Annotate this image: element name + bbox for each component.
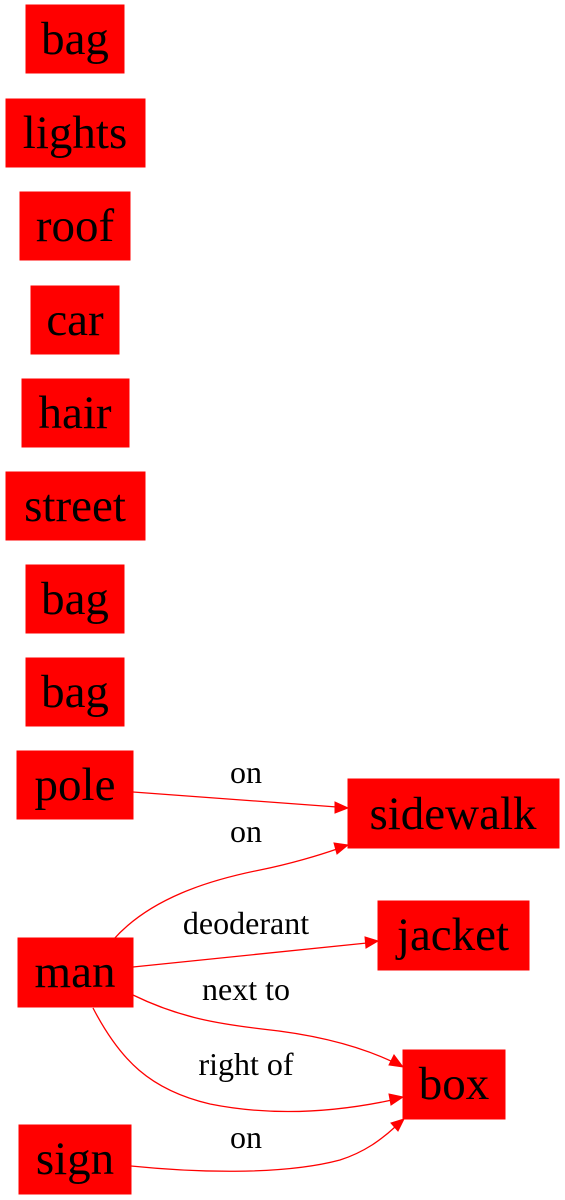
edge-line [92, 1007, 393, 1113]
edge-label: next to [202, 971, 290, 1007]
node-label: man [35, 946, 116, 998]
node-jacket: jacket [377, 900, 530, 971]
node-label: bag [41, 13, 109, 65]
node-pole: pole [16, 750, 134, 820]
node-man: man [17, 937, 134, 1008]
edge-pole-sidewalk: on [132, 754, 350, 814]
node-sign: sign [18, 1124, 132, 1195]
node-label: bag [41, 666, 109, 718]
arrowhead [333, 842, 350, 855]
node-bag: bag [25, 4, 125, 74]
node-label: sidewalk [369, 788, 537, 840]
node-label: pole [35, 759, 116, 811]
node-street: street [5, 471, 146, 541]
edge-line [132, 791, 338, 808]
edge-man-jacket: deoderant [132, 905, 380, 968]
edge-line [130, 1126, 396, 1172]
arrowhead [388, 1093, 405, 1106]
node-label: lights [23, 107, 127, 159]
node-label: box [419, 1058, 490, 1110]
edge-man-sidewalk: on [112, 813, 350, 941]
node-label: bag [41, 573, 109, 625]
node-hair: hair [21, 378, 130, 448]
edge-man-box-next-to: next to [132, 971, 405, 1068]
edge-man-box-right-of: right of [92, 1007, 405, 1113]
node-car: car [30, 285, 120, 355]
edge-sign-box: on [130, 1118, 405, 1172]
node-label: street [24, 480, 126, 532]
arrowhead [334, 801, 350, 814]
edge-line [112, 848, 338, 941]
node-label: car [46, 294, 104, 346]
arrowhead [364, 936, 380, 949]
node-bag: bag [25, 657, 125, 727]
node-box: box [402, 1049, 506, 1120]
edge-label: on [230, 754, 262, 790]
node-sidewalk: sidewalk [347, 778, 560, 849]
node-label: jacket [395, 909, 509, 961]
node-label: hair [38, 387, 111, 439]
node-bag: bag [25, 564, 125, 634]
edge-line [132, 994, 394, 1063]
node-roof: roof [19, 191, 131, 261]
node-label: sign [36, 1133, 114, 1185]
arrowhead [390, 1118, 405, 1132]
edge-label: deoderant [183, 905, 309, 941]
edge-label: on [230, 1119, 262, 1155]
node-label: roof [36, 200, 115, 252]
arrowhead [388, 1054, 405, 1068]
edge-line [132, 942, 368, 968]
node-lights: lights [5, 98, 146, 168]
edge-label: on [230, 813, 262, 849]
edge-label: right of [198, 1046, 293, 1082]
